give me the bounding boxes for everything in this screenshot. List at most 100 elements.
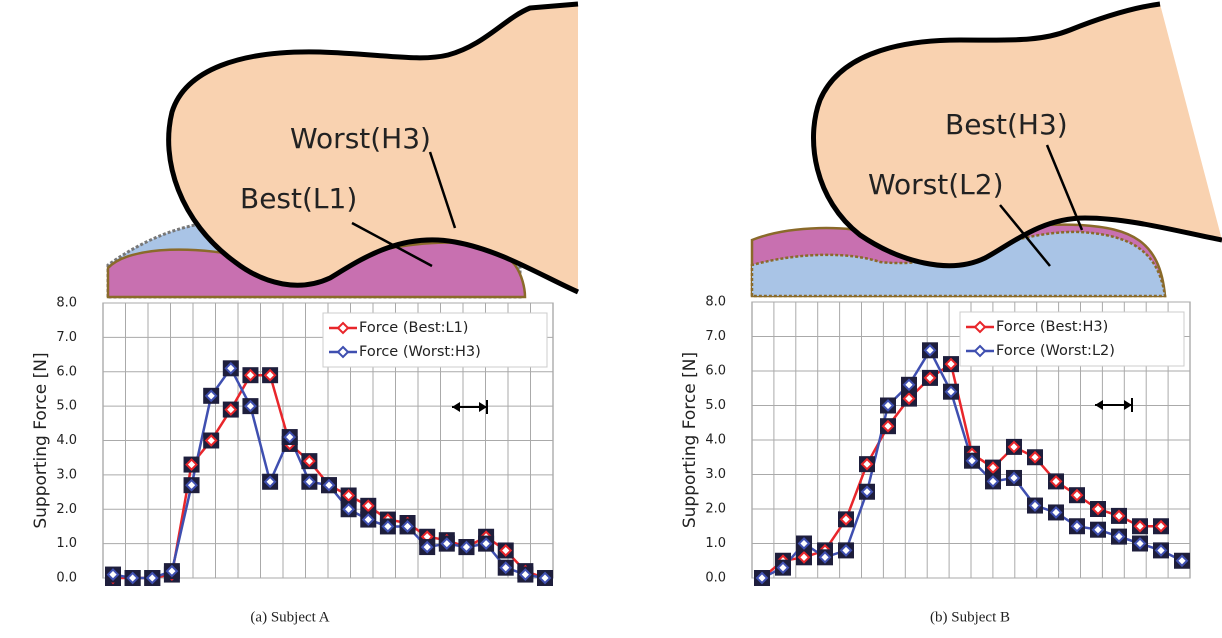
marker-diamond (902, 392, 916, 406)
marker-diamond (1175, 554, 1189, 568)
legend-marker (973, 320, 987, 334)
marker-diamond (818, 550, 832, 564)
marker-diamond (860, 485, 874, 499)
data-point (1069, 518, 1085, 535)
callout (428, 151, 457, 229)
callout (1045, 144, 1084, 231)
data-point (222, 360, 239, 377)
data-point (105, 566, 121, 583)
data-point (1132, 518, 1148, 535)
data-point (301, 473, 318, 490)
head (166, 1, 580, 295)
data-point (901, 376, 917, 393)
marker-diamond (1133, 537, 1147, 550)
data-point (379, 518, 396, 535)
data-point (281, 429, 298, 446)
marker-diamond (185, 458, 198, 471)
data-point (242, 398, 259, 415)
data-point (419, 539, 436, 556)
marker-diamond (1091, 523, 1105, 537)
data-point (1111, 528, 1127, 545)
marker-diamond (1091, 502, 1105, 516)
data-point (399, 518, 416, 535)
data-point (360, 497, 377, 514)
illustration-label: Best(H3) (945, 108, 1068, 141)
marker-diamond (342, 502, 356, 516)
marker-diamond (263, 368, 277, 382)
y-tick-label: 4.0 (705, 433, 726, 448)
data-point (838, 511, 854, 528)
data-point (817, 549, 833, 566)
data-point (340, 487, 357, 504)
illustration-b (750, 1, 1222, 298)
marker-diamond (440, 537, 454, 551)
legend-label: Force (Best:H3) (996, 319, 1108, 335)
y-tick-label: 8.0 (56, 296, 77, 311)
data-point (1153, 518, 1169, 535)
data-point (1006, 469, 1022, 486)
data-point (985, 473, 1001, 490)
y-tick-label: 2.0 (705, 502, 726, 517)
marker-diamond (986, 461, 1000, 475)
data-point (754, 570, 770, 586)
arrow-head (452, 402, 487, 412)
data-point (901, 390, 917, 407)
marker-diamond (479, 537, 493, 551)
data-point (775, 559, 791, 576)
marker-diamond (944, 357, 958, 371)
data-point (1153, 542, 1169, 559)
marker-diamond (204, 389, 218, 403)
marker-diamond (1049, 474, 1063, 488)
data-point (497, 559, 514, 576)
y-tick-label: 4.0 (56, 433, 77, 448)
marker-diamond (1154, 543, 1168, 557)
marker-diamond (1154, 519, 1168, 533)
callout (351, 221, 433, 268)
legend-marker (336, 321, 350, 335)
data-point (183, 456, 200, 473)
data-point (796, 535, 812, 552)
data-point (1111, 507, 1127, 524)
data-point (1006, 438, 1022, 455)
caption: (a) Subject A (250, 609, 329, 625)
marker-diamond (860, 457, 874, 471)
marker-diamond (302, 475, 316, 489)
marker-diamond (244, 399, 257, 413)
data-point (859, 483, 875, 500)
y-tick-label: 5.0 (56, 399, 77, 414)
data-point (478, 535, 495, 552)
marker-diamond (518, 568, 532, 581)
data-point (321, 477, 337, 494)
arrow-head (1095, 400, 1132, 410)
data-point (301, 453, 318, 470)
y-tick-label: 3.0 (705, 467, 726, 482)
marker-diamond (361, 513, 375, 526)
y-tick-label: 8.0 (705, 295, 726, 310)
data-point (1048, 473, 1064, 490)
marker-diamond (302, 454, 316, 468)
data-point (985, 459, 1001, 476)
marker-diamond (1028, 499, 1042, 512)
data-point (880, 418, 896, 435)
marker-diamond (126, 571, 140, 585)
data-point (183, 477, 200, 494)
marker-diamond (1070, 519, 1084, 533)
illustration-a (106, 1, 580, 299)
y-tick-label: 0.0 (56, 571, 77, 586)
data-point (1090, 501, 1106, 517)
marker-diamond (1112, 530, 1126, 544)
legend-label: Force (Best:L1) (359, 320, 468, 336)
marker-diamond (224, 361, 238, 375)
y-tick-label: 7.0 (705, 329, 726, 344)
data-point (1027, 449, 1043, 466)
marker-diamond (1070, 488, 1084, 502)
data-point (262, 367, 279, 384)
y-axis-label: Supporting Force [N] (680, 352, 700, 528)
caption: (b) Subject B (930, 609, 1010, 625)
y-tick-label: 6.0 (705, 364, 726, 379)
marker-diamond (839, 543, 853, 557)
marker-diamond (361, 499, 375, 513)
marker-diamond (263, 475, 277, 489)
data-point (1069, 487, 1085, 504)
